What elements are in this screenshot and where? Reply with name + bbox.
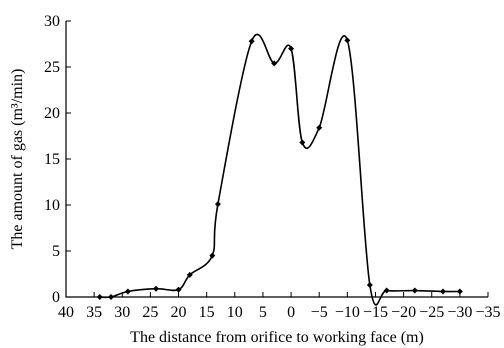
y-axis-ticks: 0 5 10 15 20 25 30 (44, 13, 71, 306)
x-tick-label: −15 (363, 304, 388, 321)
x-tick-label: −5 (311, 304, 328, 321)
data-point (175, 286, 182, 293)
y-tick-label: 25 (44, 59, 60, 76)
data-point (366, 282, 373, 289)
data-point (344, 37, 351, 44)
x-tick-label: 15 (199, 304, 215, 321)
x-tick-label: 25 (142, 304, 158, 321)
x-tick-label: −20 (391, 304, 416, 321)
data-point (209, 252, 216, 259)
x-tick-label: 10 (227, 304, 243, 321)
data-point (153, 285, 160, 292)
data-point (271, 60, 278, 67)
y-tick-label: 10 (44, 197, 60, 214)
data-point (316, 124, 323, 131)
data-point (383, 287, 390, 294)
data-point (124, 288, 131, 295)
plot-area (96, 33, 463, 306)
data-point (411, 287, 418, 294)
data-point (108, 294, 115, 300)
x-tick-label: −25 (419, 304, 444, 321)
x-tick-label: 35 (86, 304, 102, 321)
data-point (439, 288, 446, 295)
x-tick-label: −30 (447, 304, 472, 321)
x-tick-label: −35 (475, 304, 500, 321)
data-point (214, 201, 221, 208)
x-tick-label: 20 (171, 304, 187, 321)
x-tick-label: 0 (287, 304, 295, 321)
x-tick-label: 40 (58, 304, 74, 321)
y-tick-label: 30 (44, 13, 60, 30)
y-tick-label: 15 (44, 151, 60, 168)
x-tick-label: 30 (114, 304, 130, 321)
series-line (99, 33, 460, 306)
y-tick-label: 5 (52, 243, 60, 260)
data-point (186, 271, 193, 278)
data-point (299, 139, 306, 146)
x-tick-label: 5 (259, 304, 267, 321)
data-point (288, 45, 295, 52)
x-tick-label: −10 (335, 304, 360, 321)
y-axis-title: The amount of gas (m³/min) (9, 69, 26, 250)
y-tick-label: 20 (44, 105, 60, 122)
data-point (248, 38, 255, 45)
data-point (96, 294, 103, 300)
y-tick-label: 0 (52, 289, 60, 306)
x-axis-title: The distance from orifice to working fac… (130, 329, 424, 346)
x-axis-ticks: 40 35 30 25 20 15 10 5 0 −5 −10 −15 −20 −25 −30 −35 (58, 292, 501, 321)
data-point (456, 288, 463, 295)
